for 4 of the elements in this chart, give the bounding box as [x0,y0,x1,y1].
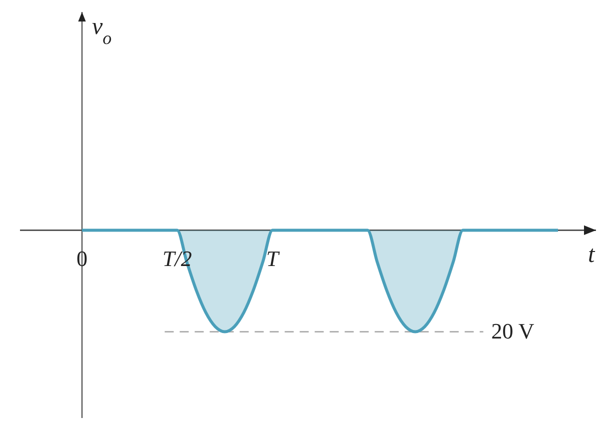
ref-line-label: 20 V [491,318,534,344]
x-tick-label: T [266,246,280,272]
text: v$_{o}$ [92,14,112,48]
x-axis-title: t [588,242,596,268]
